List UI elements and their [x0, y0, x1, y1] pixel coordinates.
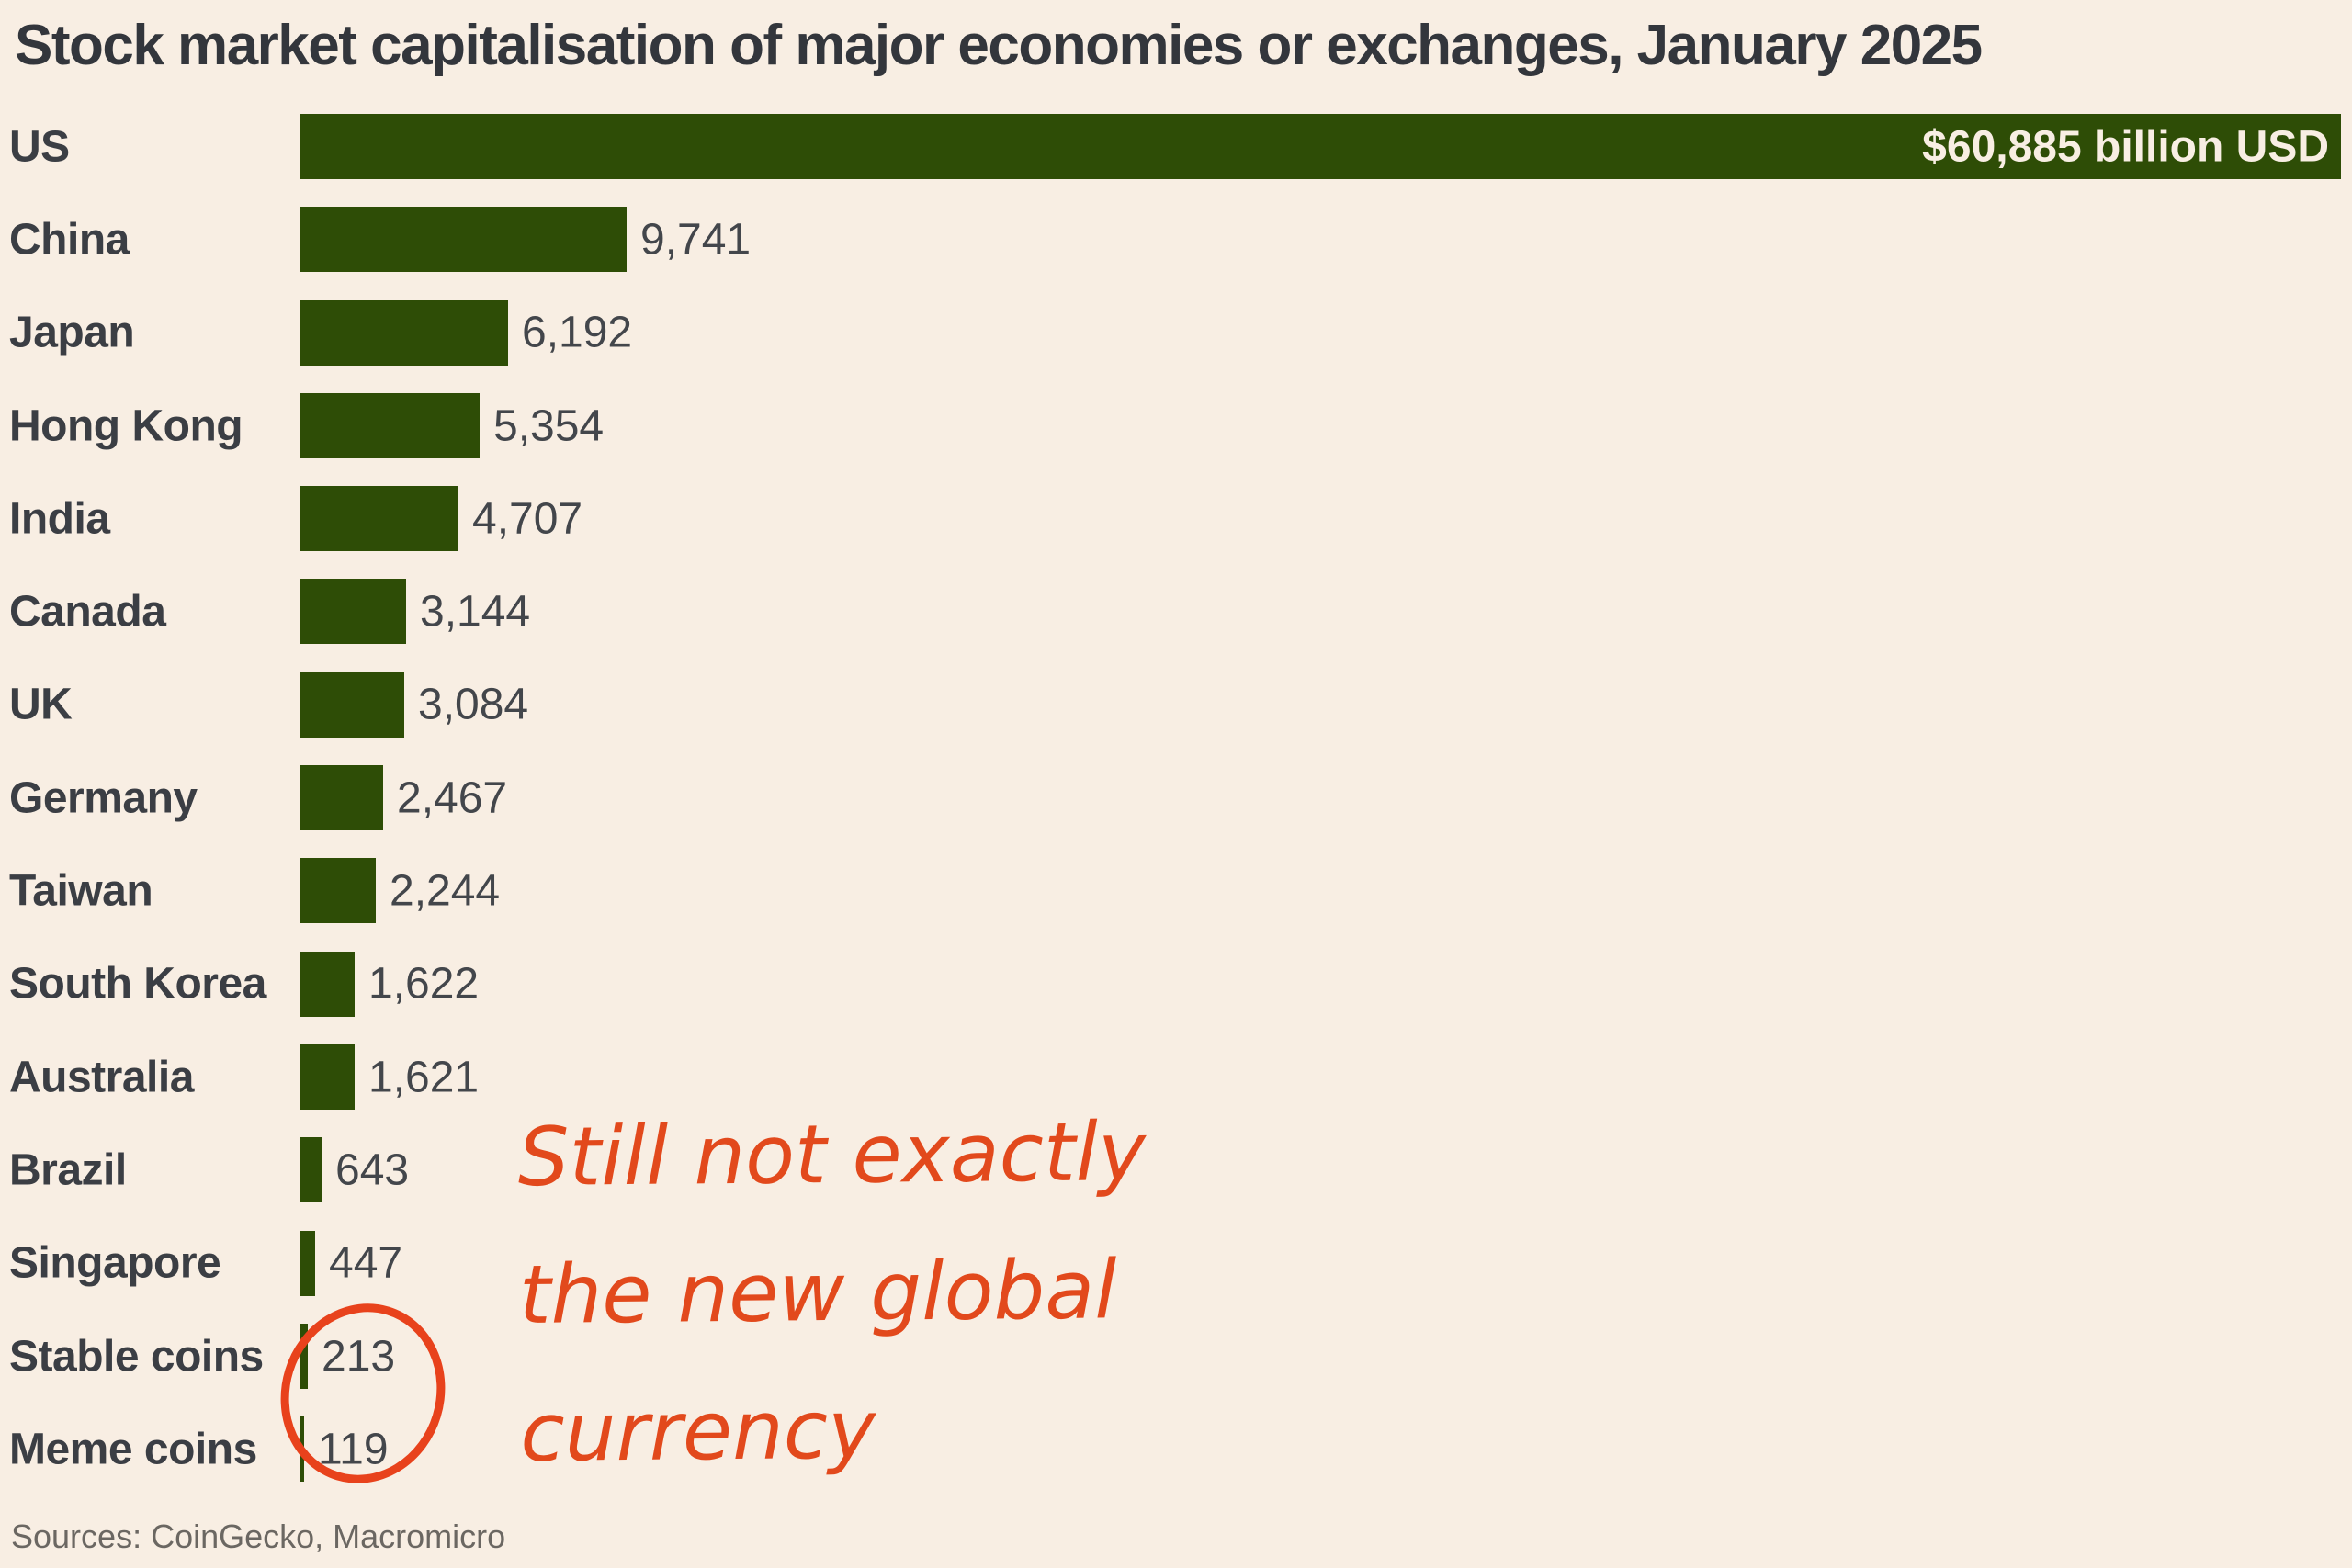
bar-value: 1,622 [368, 959, 480, 1009]
bar [300, 207, 627, 273]
bar-row: Japan 6,192 [0, 287, 2352, 379]
annotation-line-2: the new global [518, 1242, 1118, 1342]
bar [300, 858, 376, 924]
bar-row: Meme coins 119 [0, 1403, 2352, 1495]
row-label: China [9, 215, 130, 265]
bar-row: Singapore 447 [0, 1217, 2352, 1310]
bar-value: 2,244 [390, 866, 501, 916]
bar-value-inside: $60,885 billion USD [1922, 122, 2329, 171]
row-label: South Korea [9, 959, 266, 1009]
bar-value: 9,741 [640, 215, 752, 265]
chart-title: Stock market capitalisation of major eco… [15, 14, 1983, 77]
bar-value: 2,467 [397, 773, 508, 823]
bar-row: South Korea 1,622 [0, 938, 2352, 1031]
bar [300, 951, 355, 1017]
bar-row: Germany 2,467 [0, 751, 2352, 844]
bar [300, 1043, 355, 1110]
bar-value: 447 [329, 1238, 403, 1288]
annotation-line-1: Still not exactly [517, 1104, 1147, 1204]
annotation-line-3: currency [519, 1382, 876, 1480]
bar [300, 1416, 304, 1483]
row-label: Stable coins [9, 1332, 264, 1381]
source-note: Sources: CoinGecko, Macromicro [11, 1517, 506, 1555]
row-label: Singapore [9, 1238, 221, 1288]
bar-row: US $60,885 billion USD [0, 100, 2352, 193]
bar-value: 4,707 [472, 494, 583, 544]
row-label: Japan [9, 308, 135, 357]
bar-row: Australia 1,621 [0, 1031, 2352, 1123]
bar-value: 3,144 [420, 587, 531, 637]
bar-row: Taiwan 2,244 [0, 844, 2352, 937]
row-label: Hong Kong [9, 401, 243, 451]
bar: $60,885 billion USD [300, 114, 2341, 179]
bar-value: 5,354 [493, 401, 605, 451]
bar [300, 1230, 315, 1296]
bar-row: India 4,707 [0, 472, 2352, 565]
row-label: US [9, 122, 70, 172]
bar-row: Canada 3,144 [0, 565, 2352, 658]
row-label: Meme coins [9, 1425, 257, 1474]
row-label: UK [9, 680, 73, 729]
bar-value: 213 [322, 1332, 396, 1381]
bar-value: 119 [318, 1425, 389, 1474]
row-label: Germany [9, 773, 198, 823]
bar [300, 486, 458, 552]
bar-row: Hong Kong 5,354 [0, 379, 2352, 472]
bar [300, 671, 404, 738]
bar-value: 1,621 [368, 1053, 480, 1102]
bar-chart: US $60,885 billion USD China 9,741 Japan… [0, 100, 2352, 1495]
bar [300, 765, 383, 831]
bar-row: Stable coins 213 [0, 1310, 2352, 1403]
bar-row: UK 3,084 [0, 659, 2352, 751]
bar-value: 3,084 [418, 680, 529, 729]
handwritten-annotation: Still not exactly the new global currenc… [517, 1083, 1148, 1502]
row-label: India [9, 494, 110, 544]
bar-row: China 9,741 [0, 193, 2352, 286]
bar-value: 6,192 [522, 308, 633, 357]
row-label: Taiwan [9, 866, 153, 916]
bar-value: 643 [335, 1145, 410, 1195]
bar [300, 579, 406, 645]
bar [300, 1323, 308, 1389]
bar [300, 299, 508, 366]
bar [300, 1137, 322, 1203]
bar [300, 392, 480, 458]
bar-row: Brazil 643 [0, 1123, 2352, 1216]
row-label: Canada [9, 587, 166, 637]
row-label: Brazil [9, 1145, 127, 1195]
row-label: Australia [9, 1053, 194, 1102]
